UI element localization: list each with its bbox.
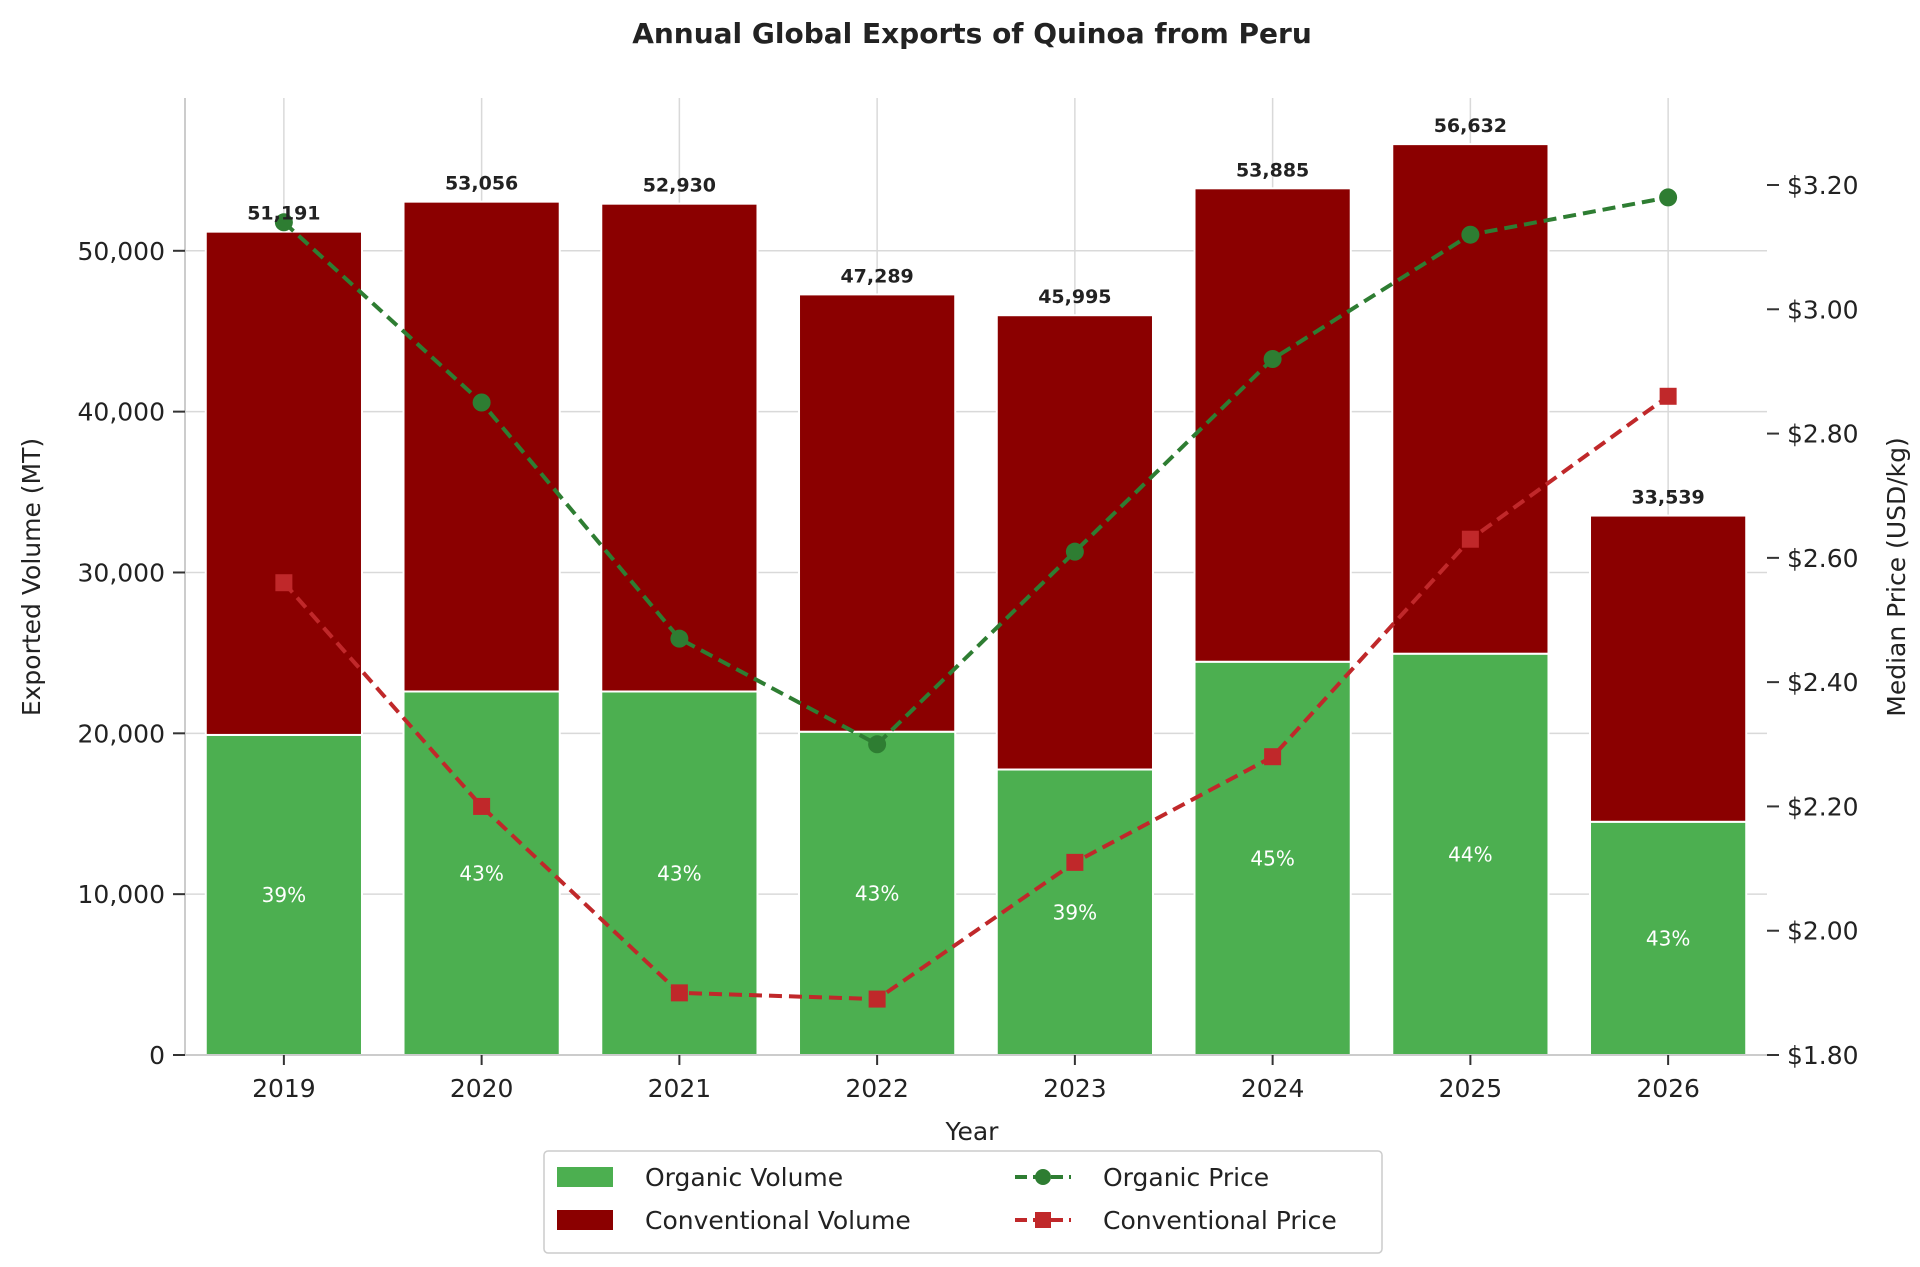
- x-tick-label: 2019: [252, 1074, 316, 1103]
- organic-share-label: 43%: [855, 881, 899, 905]
- x-tick-label: 2026: [1636, 1074, 1700, 1103]
- marker-organic-price: [1263, 350, 1282, 368]
- marker-conventional-price: [1264, 748, 1282, 766]
- legend: Organic Volume Conventional Volume Organ…: [543, 1150, 1383, 1254]
- legend-swatch-conventional-volume: [557, 1210, 613, 1230]
- x-tick-label: 2025: [1439, 1074, 1503, 1103]
- bar-total-label: 45,995: [1038, 286, 1111, 308]
- legend-label-conventional-volume: Conventional Volume: [645, 1206, 911, 1235]
- marker-organic-price: [1065, 542, 1084, 561]
- bar-conventional-volume: [1589, 514, 1748, 823]
- marker-conventional-price: [1659, 387, 1677, 405]
- marker-conventional-price: [473, 797, 491, 815]
- marker-organic-price: [472, 393, 491, 412]
- bar-conventional-volume: [600, 202, 759, 693]
- y-tick-label-right: $2.60: [1787, 544, 1859, 573]
- organic-share-label: 43%: [459, 861, 503, 885]
- marker-conventional-price: [670, 984, 688, 1002]
- x-tick-label: 2024: [1241, 1074, 1305, 1103]
- organic-share-label: 44%: [1448, 842, 1492, 866]
- bar-total-label: 51,191: [247, 203, 320, 225]
- organic-share-label: 43%: [1646, 926, 1690, 950]
- marker-organic-price: [1461, 225, 1480, 244]
- bar-conventional-volume: [204, 230, 363, 736]
- bar-conventional-volume: [798, 293, 957, 733]
- marker-conventional-price: [1066, 853, 1084, 871]
- legend-marker-conventional-price: [1035, 1212, 1051, 1228]
- line-organic-price: [282, 195, 1669, 747]
- x-tick-label: 2023: [1043, 1074, 1107, 1103]
- legend-swatch-organic-volume: [557, 1167, 613, 1187]
- x-axis-label: Year: [945, 1117, 1000, 1146]
- price-lines: [274, 188, 1678, 1008]
- axes: 0 10,000 20,000 30,000 40,000 50,000 $1.80 $2.0…: [78, 98, 1859, 1103]
- line-conventional-price: [282, 394, 1670, 1002]
- x-tick-label: 2020: [450, 1074, 514, 1103]
- y-axis-label-right: Median Price (USD/kg): [1882, 437, 1911, 717]
- legend-frame: [543, 1150, 1383, 1254]
- bar-organic-volume: [1193, 660, 1352, 1056]
- marker-organic-price: [274, 213, 293, 232]
- legend-marker-organic-price: [1035, 1169, 1051, 1185]
- bar-organic-volume: [1589, 820, 1748, 1056]
- bar-conventional-volume: [995, 314, 1154, 771]
- y-tick-label-left: 30,000: [78, 558, 165, 587]
- marker-conventional-price: [275, 574, 293, 592]
- y-axis-label-left: Exported Volume (MT): [17, 438, 46, 716]
- bar-organic-volume: [402, 690, 561, 1056]
- x-tick-label: 2022: [845, 1074, 909, 1103]
- data-labels: 51,191 39% 53,056 43% 52,930 43% 47,289 43% 45,9…: [247, 115, 1705, 950]
- y-tick-label-right: $2.40: [1787, 668, 1859, 697]
- y-tick-label-right: $2.80: [1787, 420, 1859, 449]
- bar-total-label: 53,885: [1236, 159, 1309, 181]
- marker-conventional-price: [868, 990, 886, 1008]
- bar-conventional-volume: [1193, 187, 1352, 663]
- organic-share-label: 39%: [1053, 900, 1097, 924]
- y-tick-label-left: 40,000: [78, 398, 165, 427]
- x-tick-label: 2021: [648, 1074, 712, 1103]
- organic-share-label: 45%: [1250, 846, 1294, 870]
- bar-conventional-volume: [402, 200, 561, 693]
- y-tick-label-left: 50,000: [78, 237, 165, 266]
- bar-total-label: 47,289: [840, 265, 913, 287]
- y-tick-label-right: $1.80: [1787, 1041, 1859, 1070]
- bar-organic-volume: [1391, 652, 1550, 1056]
- y-tick-label-right: $3.00: [1787, 295, 1859, 324]
- organic-share-label: 43%: [657, 861, 701, 885]
- bar-organic-volume: [204, 733, 363, 1056]
- y-tick-label-left: 0: [149, 1041, 165, 1070]
- marker-organic-price: [1659, 188, 1678, 207]
- marker-organic-price: [868, 735, 887, 754]
- y-tick-label-right: $2.00: [1787, 917, 1859, 946]
- marker-conventional-price: [1461, 530, 1479, 548]
- legend-label-organic-price: Organic Price: [1103, 1163, 1269, 1192]
- y-tick-label-left: 10,000: [78, 880, 165, 909]
- y-tick-label-left: 20,000: [78, 719, 165, 748]
- bar-total-label: 52,930: [643, 175, 716, 197]
- bar-total-label: 33,539: [1631, 487, 1704, 509]
- bar-conventional-volume: [1391, 143, 1550, 655]
- y-tick-label-right: $3.20: [1787, 171, 1859, 200]
- y-tick-label-right: $2.20: [1787, 792, 1859, 821]
- bar-total-label: 53,056: [445, 173, 518, 195]
- chart-title: Annual Global Exports of Quinoa from Per…: [632, 17, 1312, 50]
- marker-organic-price: [670, 629, 689, 648]
- legend-label-organic-volume: Organic Volume: [645, 1163, 843, 1192]
- bar-total-label: 56,632: [1434, 115, 1507, 137]
- legend-label-conventional-price: Conventional Price: [1103, 1206, 1337, 1235]
- bar-organic-volume: [995, 768, 1154, 1057]
- organic-share-label: 39%: [262, 883, 306, 907]
